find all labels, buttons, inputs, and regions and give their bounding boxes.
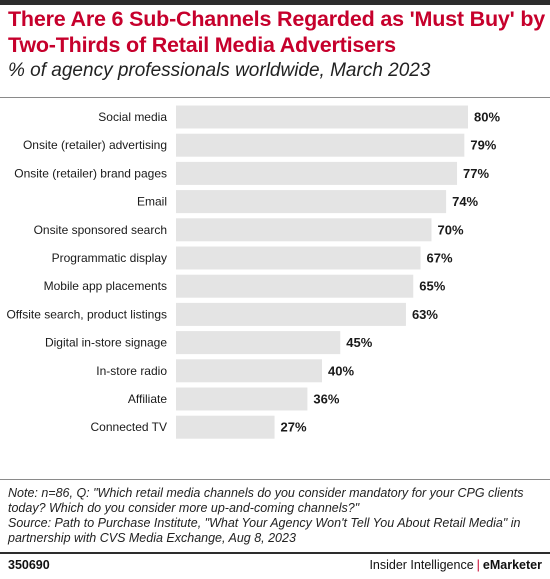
category-label: Affiliate xyxy=(128,392,167,406)
bar xyxy=(176,274,414,298)
category-label: Onsite (retailer) brand pages xyxy=(14,166,167,180)
bar xyxy=(176,415,275,439)
source-text: Source: Path to Purchase Institute, "Wha… xyxy=(8,516,521,545)
category-label: Offsite search, product listings xyxy=(6,307,167,321)
bar xyxy=(176,105,468,129)
category-label: Digital in-store signage xyxy=(45,336,167,350)
value-label: 67% xyxy=(427,251,453,266)
bar xyxy=(176,133,465,157)
note-divider xyxy=(0,479,550,480)
value-label: 74% xyxy=(452,194,478,209)
bar-chart: Social media 80% Onsite (retailer) adverti… xyxy=(6,105,500,439)
bar xyxy=(176,302,406,326)
category-label: Onsite (retailer) advertising xyxy=(23,138,167,152)
brand-separator: | xyxy=(476,558,480,572)
brand-emarketer: eMarketer xyxy=(482,558,542,572)
category-label: Connected TV xyxy=(91,420,168,434)
value-label: 77% xyxy=(463,166,489,181)
chart-subtitle: % of agency professionals worldwide, Mar… xyxy=(8,60,431,81)
value-label: 70% xyxy=(438,222,464,237)
category-label: Email xyxy=(137,195,167,209)
value-label: 40% xyxy=(328,363,354,378)
bar xyxy=(176,246,421,270)
value-label: 36% xyxy=(313,392,339,407)
category-label: In-store radio xyxy=(96,364,167,378)
chart-id: 350690 xyxy=(8,558,50,572)
note-block: Note: n=86, Q: "Which retail media chann… xyxy=(8,486,548,546)
value-label: 27% xyxy=(281,420,307,435)
note-text: Note: n=86, Q: "Which retail media chann… xyxy=(8,486,524,515)
value-label: 65% xyxy=(419,279,445,294)
value-label: 45% xyxy=(346,335,372,350)
top-border xyxy=(0,0,550,5)
chart-title: There Are 6 Sub-Channels Regarded as 'Mu… xyxy=(8,7,546,57)
value-label: 79% xyxy=(470,138,496,153)
bar xyxy=(176,190,447,214)
category-label: Mobile app placements xyxy=(44,279,167,293)
bar xyxy=(176,387,308,411)
bar xyxy=(176,161,458,185)
bar xyxy=(176,359,322,383)
value-label: 80% xyxy=(474,110,500,125)
footer-divider xyxy=(0,552,550,554)
header-divider xyxy=(0,97,550,98)
bar xyxy=(176,331,341,355)
brand-insider-intelligence: Insider Intelligence xyxy=(369,558,474,572)
footer-brand: Insider Intelligence | eMarketer xyxy=(369,558,542,572)
bar xyxy=(176,218,432,242)
category-label: Social media xyxy=(98,110,167,124)
category-label: Onsite sponsored search xyxy=(34,223,167,237)
value-label: 63% xyxy=(412,307,438,322)
category-label: Programmatic display xyxy=(52,251,167,265)
